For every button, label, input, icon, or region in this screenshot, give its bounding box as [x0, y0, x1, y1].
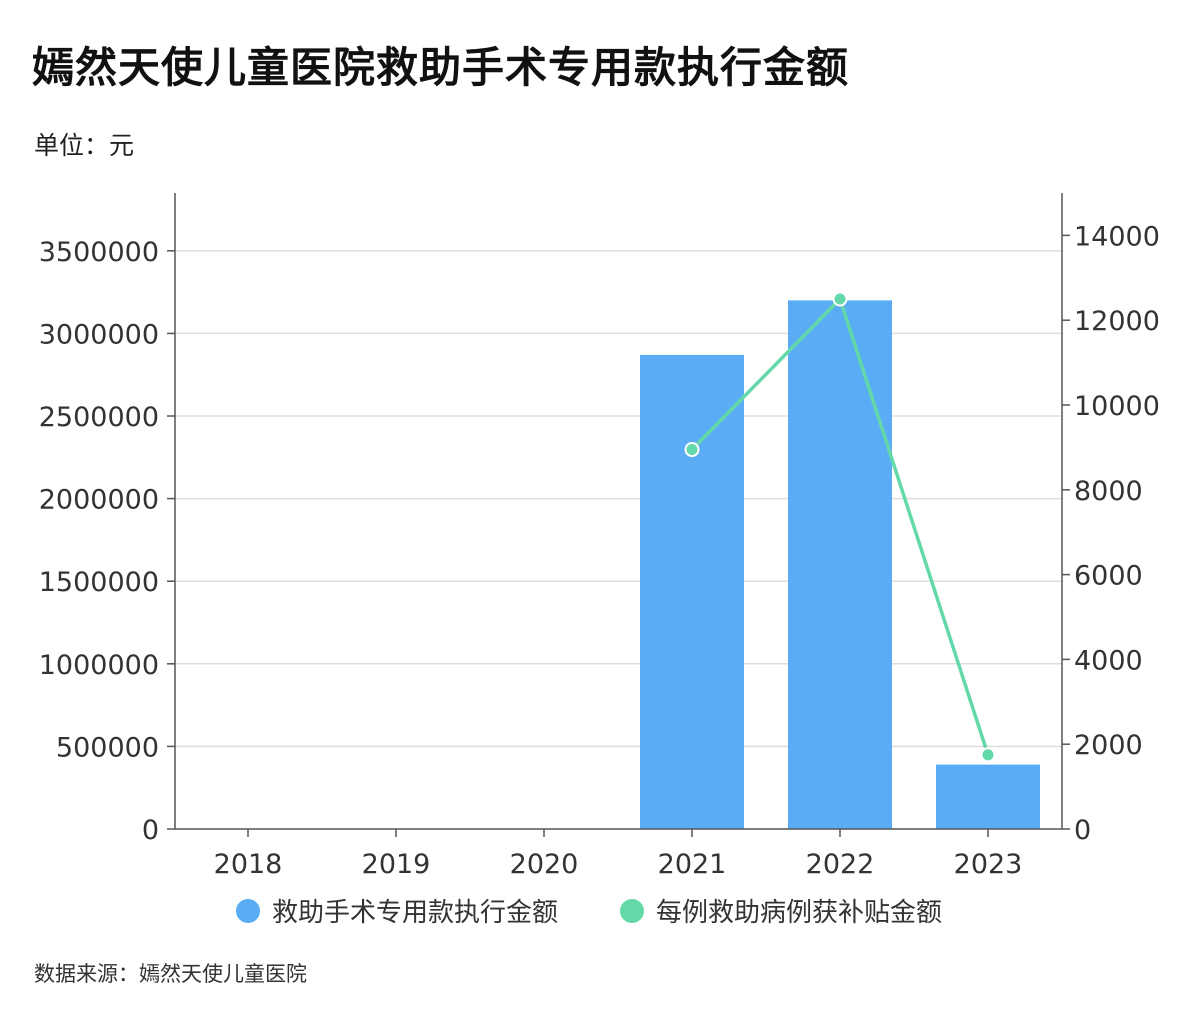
chart-title: 嫣然天使儿童医院救助手术专用款执行金额: [32, 43, 850, 92]
line-point: [980, 747, 996, 763]
y-right-tick-label: 10000: [1074, 391, 1160, 422]
legend-marker-2: [620, 899, 644, 923]
y-right-tick-label: 8000: [1074, 476, 1143, 507]
bar-2022: [788, 300, 892, 830]
source-note: 数据来源：嫣然天使儿童医院: [34, 962, 307, 986]
legend-marker-1: [236, 899, 260, 923]
x-tick-label: 2022: [806, 849, 875, 880]
y-right-tick-label: 0: [1074, 815, 1091, 846]
y-left-tick-label: 500000: [56, 732, 159, 763]
y-left-tick-label: 1000000: [39, 650, 159, 681]
y-left-tick-label: 2000000: [39, 485, 159, 516]
legend-label-2: 每例救助病例获补贴金额: [656, 898, 942, 928]
y-right-tick-label: 14000: [1074, 221, 1160, 252]
gridlines: [175, 250, 1062, 748]
y-right-tick-label: 6000: [1074, 561, 1143, 592]
x-tick-label: 2019: [362, 849, 431, 880]
line-point: [832, 291, 848, 307]
legend-label-1: 救助手术专用款执行金额: [272, 898, 558, 928]
y-right-tick-label: 12000: [1074, 306, 1160, 337]
y-left-tick-label: 3500000: [39, 237, 159, 268]
y-right-tick-label: 4000: [1074, 645, 1143, 676]
bar-2021: [640, 354, 744, 829]
legend: 救助手术专用款执行金额 每例救助病例获补贴金额: [236, 898, 942, 928]
y-left-tick-label: 0: [142, 815, 159, 846]
unit-label: 单位：元: [34, 131, 135, 160]
y-left-tick-label: 3000000: [39, 319, 159, 350]
line-point: [684, 442, 700, 458]
x-tick-label: 2020: [510, 849, 579, 880]
line-series: [684, 291, 996, 763]
axes: 0 500000 1000000 1500000 2000000 2500000 30000…: [39, 193, 1160, 880]
x-tick-label: 2018: [214, 849, 283, 880]
x-tick-label: 2021: [658, 849, 727, 880]
y-left-tick-label: 1500000: [39, 567, 159, 598]
y-right-tick-label: 2000: [1074, 730, 1143, 761]
x-tick-label: 2023: [954, 849, 1023, 880]
y-left-tick-label: 2500000: [39, 402, 159, 433]
bar-2023: [936, 764, 1040, 829]
bars: [640, 300, 1040, 830]
